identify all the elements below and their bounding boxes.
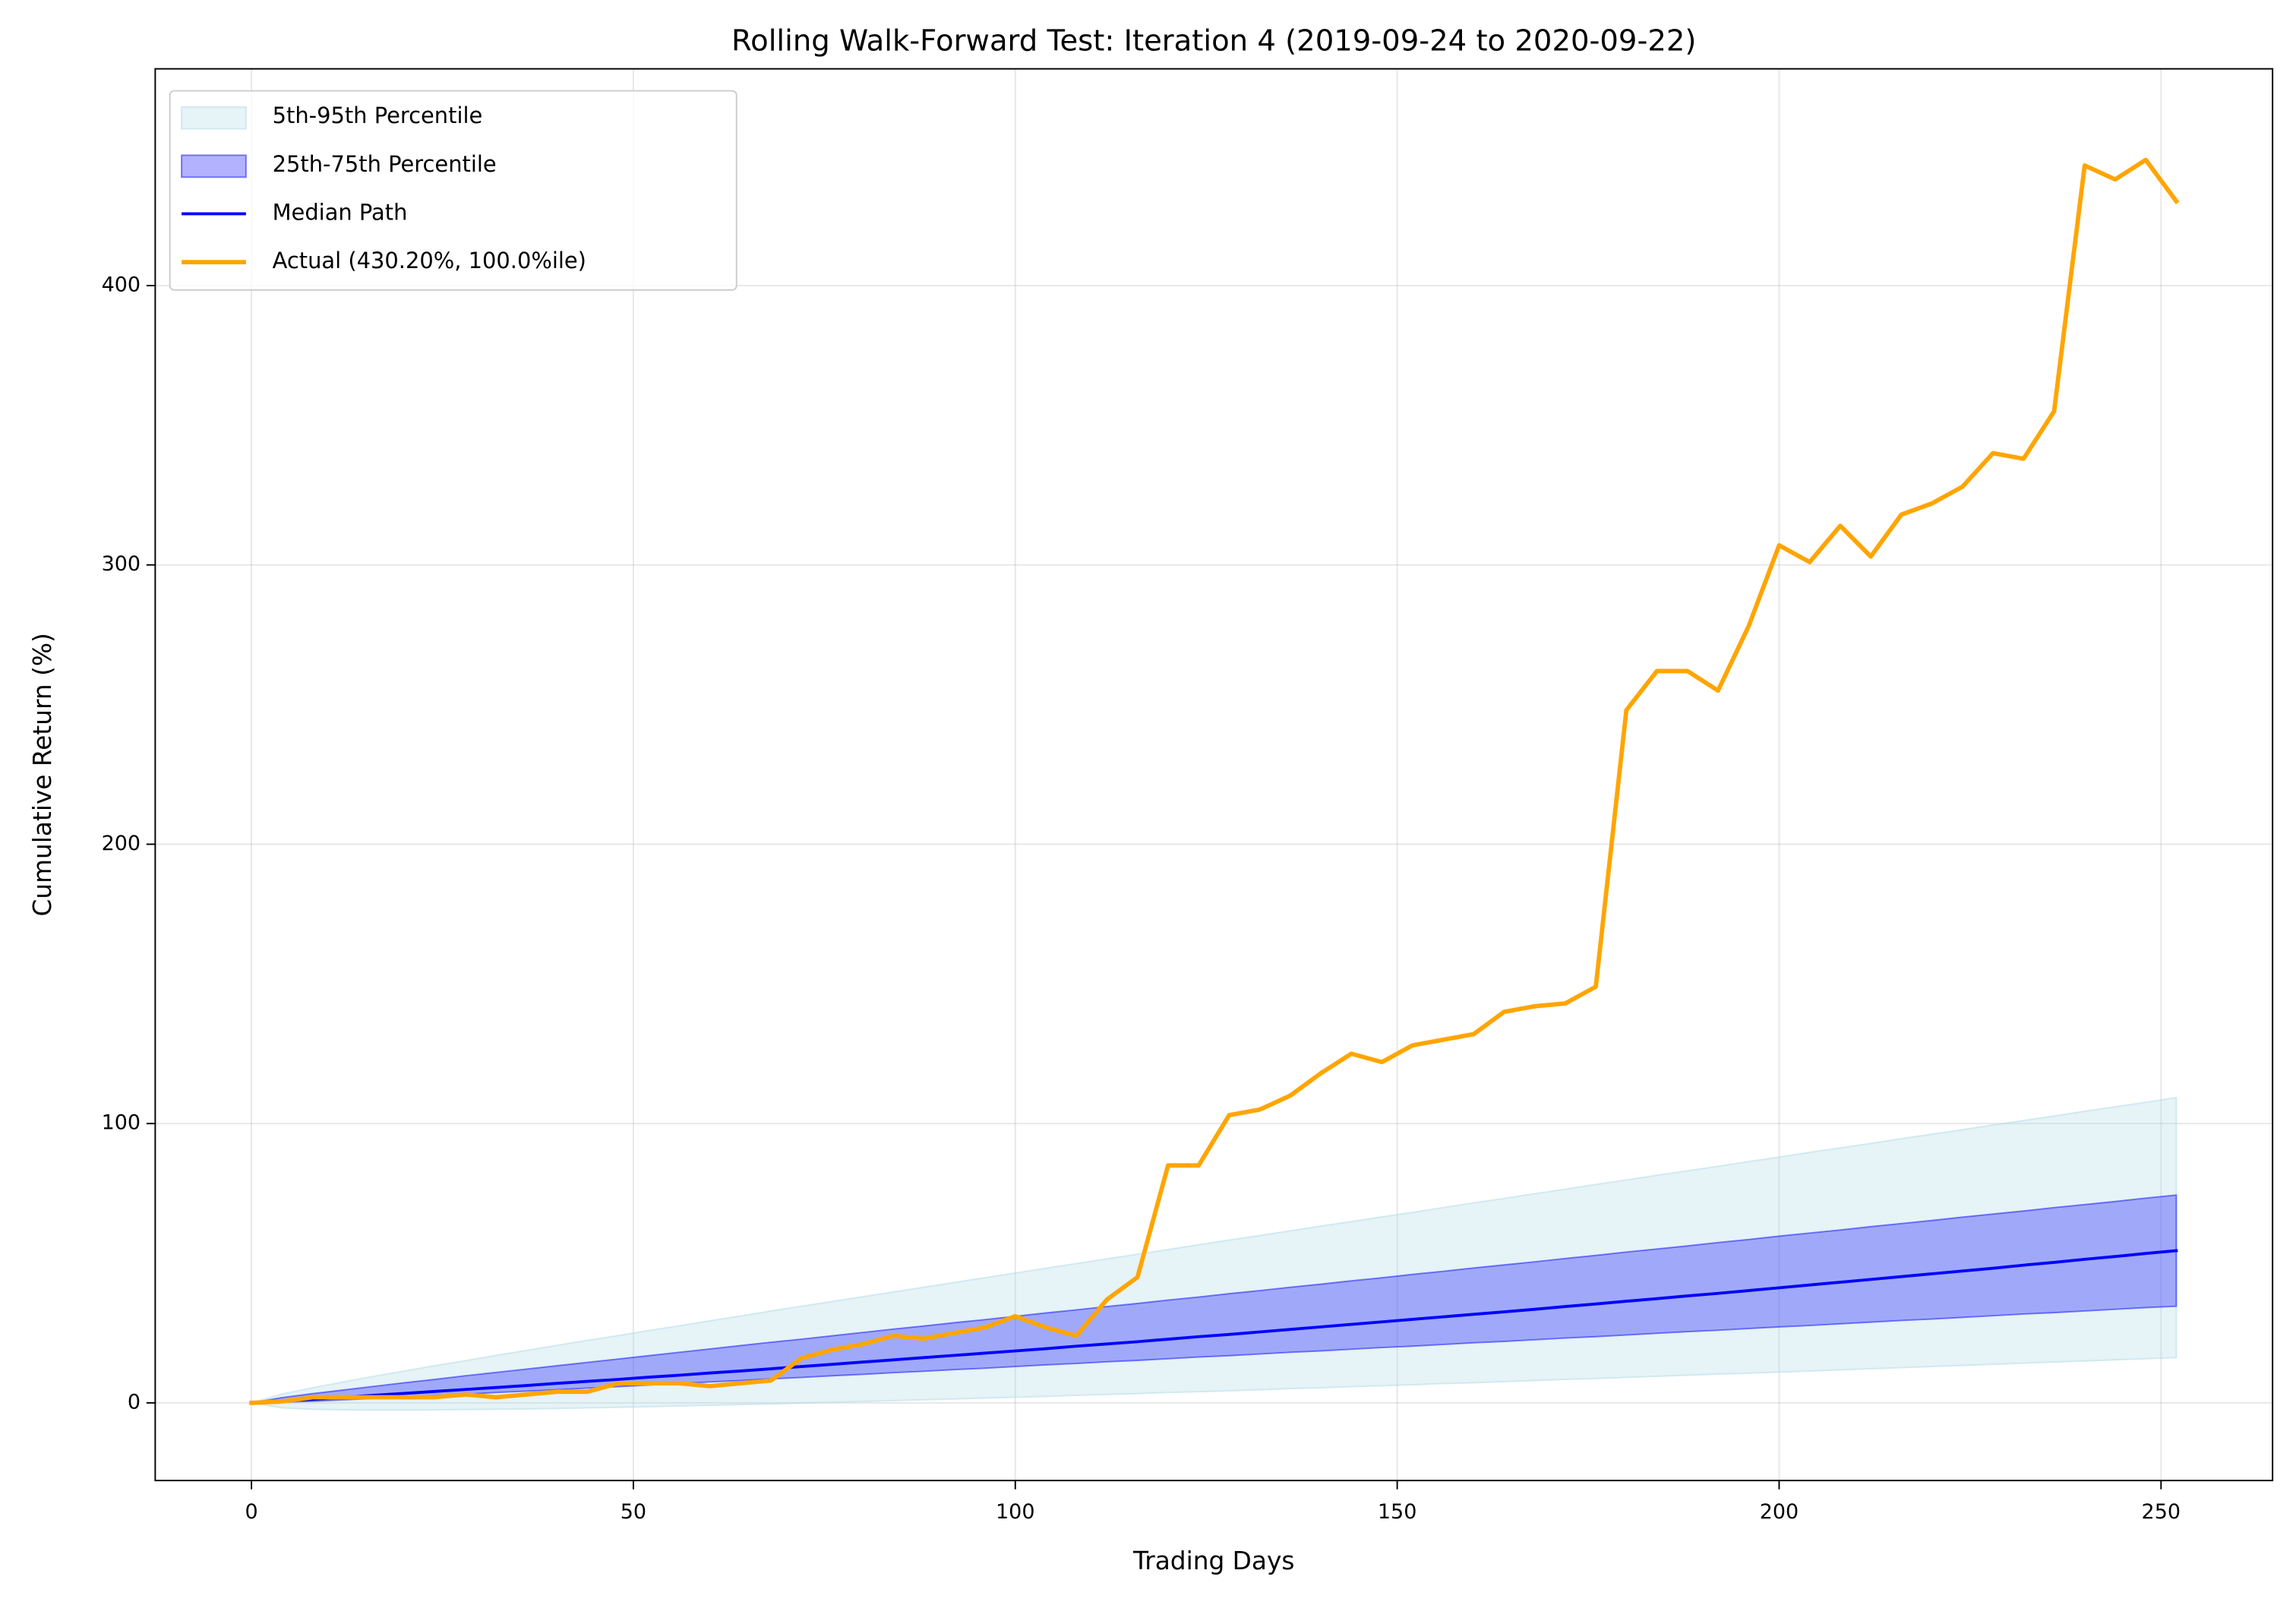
x-tick-label: 100 [996, 1500, 1035, 1524]
y-tick-label: 200 [102, 832, 141, 855]
y-tick-label: 100 [102, 1111, 141, 1135]
x-tick-label: 200 [1760, 1500, 1799, 1524]
legend-box [169, 90, 737, 291]
y-tick-label: 0 [128, 1390, 141, 1414]
x-tick-label: 250 [2142, 1500, 2181, 1524]
chart-title: Rolling Walk-Forward Test: Iteration 4 (… [731, 24, 1696, 58]
legend-swatch [181, 154, 247, 179]
axes-frame [154, 68, 2274, 1482]
legend-label: 5th-95th Percentile [273, 103, 483, 128]
x-tick-label: 150 [1378, 1500, 1417, 1524]
legend-swatch [181, 106, 247, 130]
series-line [249, 157, 2180, 1405]
series-line [250, 1249, 2178, 1404]
x-tick-label: 50 [621, 1500, 646, 1524]
x-tick-label: 0 [245, 1500, 258, 1524]
y-tick-label: 300 [102, 552, 141, 576]
y-axis-label: Cumulative Return (%) [28, 633, 57, 916]
percentile-band [251, 1096, 2178, 1411]
legend-label: Actual (430.20%, 100.0%ile) [273, 248, 586, 273]
y-tick-label: 400 [102, 273, 141, 296]
legend-label: Median Path [273, 199, 408, 225]
x-axis-label: Trading Days [1132, 1547, 1294, 1575]
legend-label: 25th-75th Percentile [273, 151, 497, 177]
